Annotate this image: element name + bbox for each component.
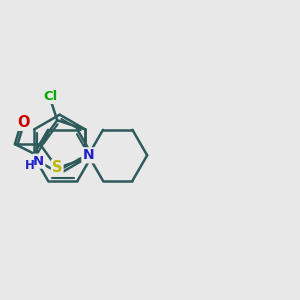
- Text: N: N: [33, 155, 44, 168]
- Text: O: O: [17, 115, 30, 130]
- Text: S: S: [52, 160, 62, 175]
- Text: H: H: [25, 159, 35, 172]
- Text: N: N: [82, 148, 94, 162]
- Text: Cl: Cl: [44, 90, 58, 103]
